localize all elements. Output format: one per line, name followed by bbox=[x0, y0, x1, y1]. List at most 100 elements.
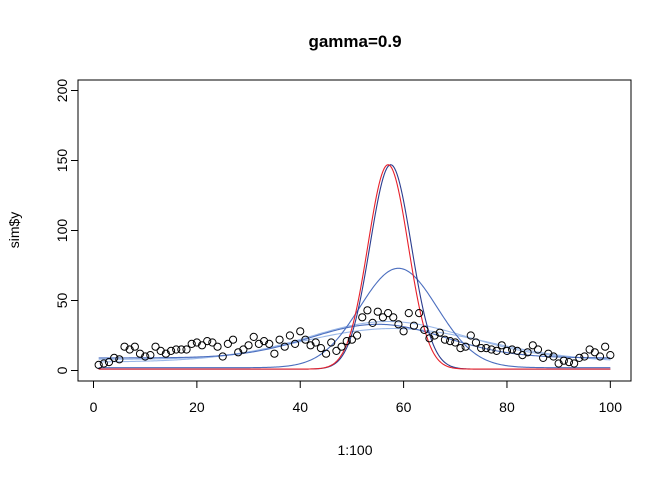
data-point bbox=[601, 342, 610, 351]
x-tick-label: 0 bbox=[90, 399, 98, 415]
data-point bbox=[368, 318, 377, 327]
data-point bbox=[311, 338, 320, 347]
data-point bbox=[321, 349, 331, 358]
data-point bbox=[590, 348, 599, 357]
data-point bbox=[244, 341, 253, 350]
data-point bbox=[373, 307, 382, 316]
data-point bbox=[451, 338, 460, 347]
data-point bbox=[440, 335, 450, 344]
data-point bbox=[585, 345, 594, 354]
data-point bbox=[404, 309, 413, 318]
x-axis: 0 20 40 60 80 100 bbox=[90, 380, 623, 415]
data-point bbox=[492, 346, 501, 355]
data-point bbox=[177, 345, 186, 354]
data-point bbox=[518, 351, 527, 360]
data-point bbox=[187, 339, 196, 348]
data-point bbox=[570, 359, 579, 368]
data-point bbox=[342, 337, 351, 346]
data-point bbox=[461, 342, 470, 351]
x-tick-label: 20 bbox=[189, 399, 205, 415]
data-point bbox=[203, 337, 212, 346]
data-point bbox=[265, 339, 274, 348]
data-point bbox=[270, 349, 279, 358]
x-tick-label: 100 bbox=[599, 399, 623, 415]
data-point bbox=[228, 335, 238, 344]
data-point bbox=[378, 313, 388, 322]
y-tick-label: 50 bbox=[54, 293, 70, 309]
data-point bbox=[446, 337, 455, 346]
data-point bbox=[482, 344, 491, 353]
data-point bbox=[564, 358, 574, 367]
data-point bbox=[394, 320, 403, 329]
y-axis-label: sim$y bbox=[6, 212, 22, 249]
data-point bbox=[254, 339, 263, 348]
data-point bbox=[409, 321, 419, 330]
data-point bbox=[275, 335, 284, 344]
x-tick-label: 80 bbox=[499, 399, 515, 415]
data-point bbox=[497, 341, 506, 350]
data-point bbox=[290, 339, 300, 348]
data-point bbox=[508, 345, 517, 354]
data-point bbox=[172, 345, 181, 354]
data-point bbox=[234, 348, 243, 357]
data-point bbox=[352, 331, 362, 340]
data-point bbox=[347, 335, 357, 344]
data-point bbox=[161, 349, 170, 358]
plot-frame bbox=[77, 79, 632, 382]
data-point bbox=[239, 345, 248, 354]
data-point bbox=[115, 355, 124, 364]
data-point bbox=[425, 334, 434, 343]
data-point bbox=[389, 313, 398, 322]
data-point bbox=[182, 345, 191, 354]
data-point bbox=[528, 341, 537, 350]
data-point bbox=[104, 358, 114, 367]
data-points bbox=[94, 306, 615, 369]
data-point bbox=[125, 345, 134, 354]
data-point bbox=[120, 342, 129, 351]
data-point bbox=[151, 342, 160, 351]
y-tick-label: 150 bbox=[54, 149, 70, 173]
data-point bbox=[487, 345, 496, 354]
data-point bbox=[213, 342, 222, 351]
chart-title: gamma=0.9 bbox=[308, 32, 401, 51]
data-point bbox=[249, 332, 258, 341]
data-point bbox=[435, 328, 444, 337]
data-point bbox=[420, 325, 429, 334]
data-point bbox=[218, 352, 227, 361]
data-point bbox=[223, 339, 232, 348]
data-point bbox=[559, 356, 568, 365]
data-point bbox=[513, 346, 522, 355]
data-point bbox=[523, 348, 532, 357]
fitted-curve bbox=[98, 320, 611, 360]
data-point bbox=[130, 342, 139, 351]
data-point bbox=[141, 352, 150, 361]
data-point bbox=[415, 309, 424, 318]
data-point bbox=[192, 338, 201, 347]
data-point bbox=[606, 351, 615, 360]
data-point bbox=[358, 313, 367, 322]
fitted-curve bbox=[98, 267, 611, 369]
data-point bbox=[549, 352, 558, 361]
data-point bbox=[156, 346, 165, 355]
data-point bbox=[285, 331, 294, 340]
data-point bbox=[554, 359, 563, 368]
data-point bbox=[363, 306, 372, 315]
data-point bbox=[306, 341, 315, 350]
x-tick-label: 60 bbox=[396, 399, 412, 415]
data-point bbox=[94, 360, 103, 369]
data-point bbox=[135, 349, 145, 358]
data-point bbox=[259, 337, 269, 346]
y-tick-label: 0 bbox=[54, 366, 70, 374]
data-point bbox=[110, 353, 119, 362]
y-axis: 0 50 100 150 200 bbox=[54, 79, 79, 374]
data-point bbox=[430, 331, 439, 340]
data-point bbox=[580, 352, 589, 361]
data-point bbox=[466, 331, 475, 340]
data-point bbox=[296, 327, 305, 336]
data-point bbox=[337, 342, 346, 351]
data-point bbox=[456, 344, 465, 353]
y-tick-label: 200 bbox=[54, 79, 70, 103]
data-point bbox=[166, 346, 176, 355]
